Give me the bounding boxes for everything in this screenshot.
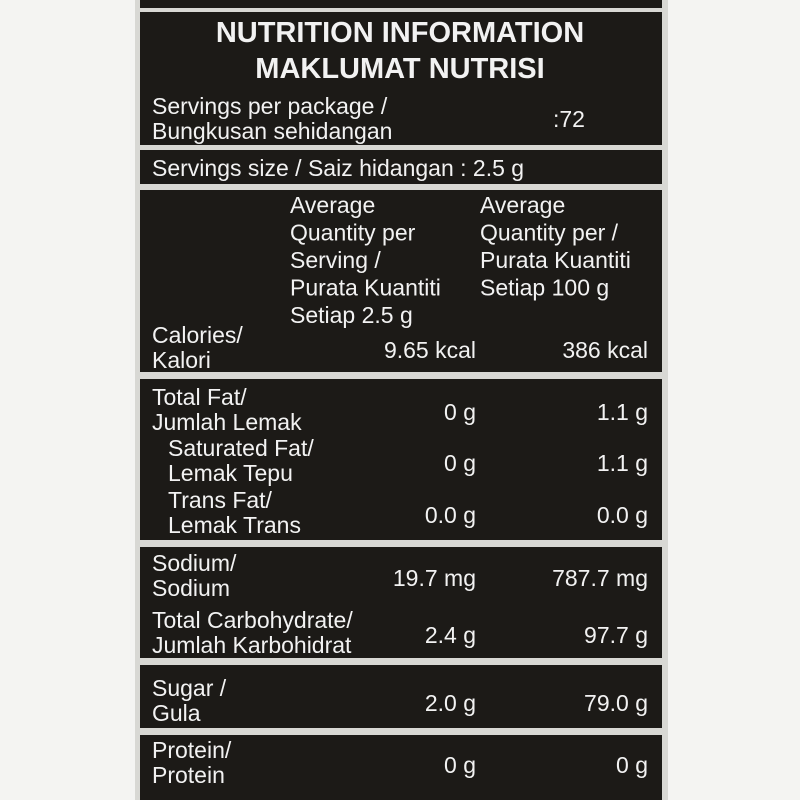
- nutrient-label: Protein: [152, 762, 225, 788]
- border-top: [140, 8, 662, 12]
- column-header: Average: [480, 192, 565, 218]
- title: NUTRITION INFORMATION: [216, 17, 584, 49]
- per-serving: 2.4 g: [425, 622, 476, 648]
- servings-label: Bungkusan sehidangan: [152, 118, 392, 144]
- title: MAKLUMAT NUTRISI: [255, 53, 544, 85]
- per-serving: 0 g: [444, 752, 476, 778]
- per-100g: 0.0 g: [597, 502, 648, 528]
- per-100g: 1.1 g: [597, 399, 648, 425]
- serving-size: Servings size / Saiz hidangan : 2.5 g: [152, 155, 524, 181]
- per-100g: 386 kcal: [562, 337, 648, 363]
- column-header: Setiap 100 g: [480, 275, 609, 301]
- servings-value: :72: [553, 106, 585, 132]
- label-panel: [135, 0, 668, 800]
- nutrient-label: Total Carbohydrate/: [152, 607, 353, 633]
- nutrient-label: Kalori: [152, 347, 211, 373]
- per-100g: 787.7 mg: [552, 565, 648, 591]
- nutrient-label: Protein/: [152, 737, 232, 763]
- column-header: Average: [290, 192, 375, 218]
- per-serving: 0 g: [444, 450, 476, 476]
- nutrient-label: Total Fat/: [152, 384, 247, 410]
- nutrient-label: Lemak Trans: [168, 512, 301, 538]
- column-header: Quantity per: [290, 220, 416, 246]
- per-serving: 0.0 g: [425, 502, 476, 528]
- column-header: Quantity per /: [480, 220, 619, 246]
- servings-label: Servings per package /: [152, 93, 388, 119]
- column-header: Purata Kuantiti: [290, 275, 441, 301]
- column-header: Serving /: [290, 247, 381, 273]
- separator: [140, 145, 662, 150]
- per-100g: 1.1 g: [597, 450, 648, 476]
- column-header: Purata Kuantiti: [480, 247, 631, 273]
- column-header: Setiap 2.5 g: [290, 302, 413, 328]
- nutrient-label: Lemak Tepu: [168, 460, 293, 486]
- nutrient-label: Sodium: [152, 575, 230, 601]
- per-serving: 9.65 kcal: [384, 337, 476, 363]
- separator: [140, 372, 662, 379]
- nutrient-label: Gula: [152, 700, 201, 726]
- separator: [140, 658, 662, 665]
- nutrient-label: Saturated Fat/: [168, 435, 314, 461]
- per-serving: 0 g: [444, 399, 476, 425]
- per-serving: 2.0 g: [425, 690, 476, 716]
- per-100g: 97.7 g: [584, 622, 648, 648]
- border-right: [662, 0, 668, 800]
- nutrient-label: Calories/: [152, 322, 243, 348]
- border-left: [135, 0, 140, 800]
- separator: [140, 540, 662, 547]
- separator: [140, 184, 662, 190]
- nutrient-label: Jumlah Lemak: [152, 409, 302, 435]
- nutrient-label: Trans Fat/: [168, 487, 273, 513]
- per-100g: 79.0 g: [584, 690, 648, 716]
- nutrient-label: Sugar /: [152, 675, 227, 701]
- separator: [140, 728, 662, 735]
- per-100g: 0 g: [616, 752, 648, 778]
- nutrient-label: Sodium/: [152, 550, 237, 576]
- nutrient-label: Jumlah Karbohidrat: [152, 632, 352, 658]
- per-serving: 19.7 mg: [393, 565, 476, 591]
